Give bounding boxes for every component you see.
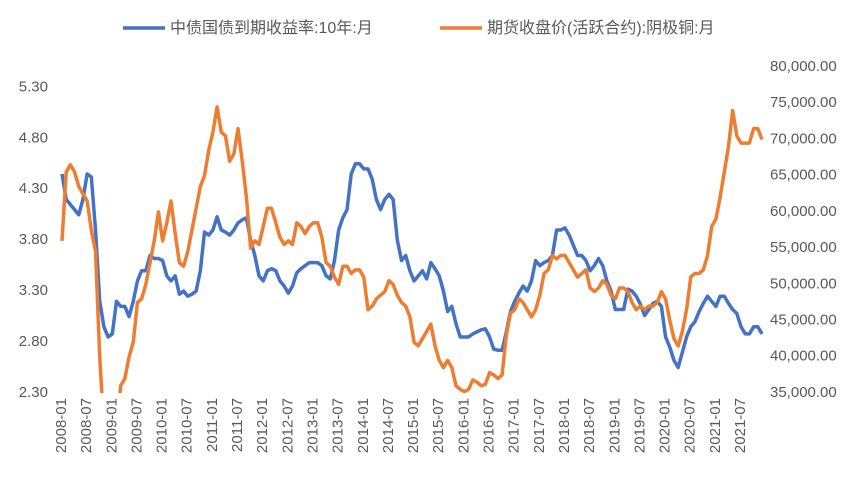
- y2-tick-label: 75,000.00: [770, 94, 837, 111]
- plot-area: [60, 105, 764, 393]
- x-tick-label: 2014-01: [355, 398, 372, 453]
- legend: 中债国债到期收益率:10年:月 期货收盘价(活跃合约):阴极铜:月: [123, 18, 715, 37]
- y-tick-label: 2.30: [19, 384, 48, 401]
- x-tick-label: 2012-07: [279, 398, 296, 453]
- x-tick-label: 2021-07: [732, 398, 749, 453]
- x-tick-label: 2016-07: [481, 398, 498, 453]
- x-tick-label: 2008-01: [53, 398, 70, 453]
- y-tick-label: 3.80: [19, 231, 48, 248]
- x-tick-label: 2018-07: [581, 398, 598, 453]
- x-tick-label: 2013-01: [304, 398, 321, 453]
- x-tick-label: 2020-01: [657, 398, 674, 453]
- x-tick-label: 2011-01: [204, 398, 221, 452]
- x-tick-label: 2010-07: [179, 398, 196, 453]
- x-tick-label: 2011-07: [229, 398, 246, 452]
- y-tick-label: 2.80: [19, 333, 48, 350]
- x-tick-label: 2021-01: [707, 398, 724, 453]
- y2-tick-label: 35,000.00: [770, 384, 837, 401]
- x-tick-label: 2016-01: [455, 398, 472, 453]
- y2-tick-label: 80,000.00: [770, 58, 837, 75]
- legend-label: 中债国债到期收益率:10年:月: [170, 19, 373, 37]
- x-tick-label: 2017-07: [531, 398, 548, 453]
- data-line: [60, 162, 764, 370]
- x-tick-label: 2008-07: [78, 398, 95, 453]
- y-tick-label: 3.30: [19, 282, 48, 299]
- x-tick-label: 2019-01: [606, 398, 623, 453]
- x-tick-label: 2013-07: [330, 398, 347, 453]
- y2-tick-label: 60,000.00: [770, 203, 837, 220]
- x-tick-label: 2015-07: [430, 398, 447, 453]
- y2-tick-label: 40,000.00: [770, 348, 837, 365]
- x-tick-label: 2009-01: [103, 398, 120, 453]
- x-tick-label: 2020-07: [682, 398, 699, 453]
- y2-tick-label: 55,000.00: [770, 239, 837, 256]
- x-tick-label: 2009-07: [128, 398, 145, 453]
- y-tick-label: 4.30: [19, 180, 48, 197]
- x-tick-label: 2019-07: [631, 398, 648, 453]
- y2-tick-label: 70,000.00: [770, 130, 837, 147]
- x-tick-label: 2014-07: [380, 398, 397, 453]
- y2-tick-label: 65,000.00: [770, 167, 837, 184]
- legend-label: 期货收盘价(活跃合约):阴极铜:月: [487, 18, 715, 37]
- y2-tick-label: 50,000.00: [770, 275, 837, 292]
- x-tick-label: 2012-01: [254, 398, 271, 453]
- y-tick-label: 4.80: [19, 129, 48, 146]
- x-tick-label: 2015-01: [405, 398, 422, 453]
- data-line: [60, 105, 764, 393]
- x-tick-label: 2017-01: [506, 398, 523, 453]
- y2-tick-label: 45,000.00: [770, 312, 837, 329]
- x-tick-label: 2018-01: [556, 398, 573, 453]
- x-tick-label: 2010-01: [154, 398, 171, 453]
- y-tick-label: 5.30: [19, 78, 48, 95]
